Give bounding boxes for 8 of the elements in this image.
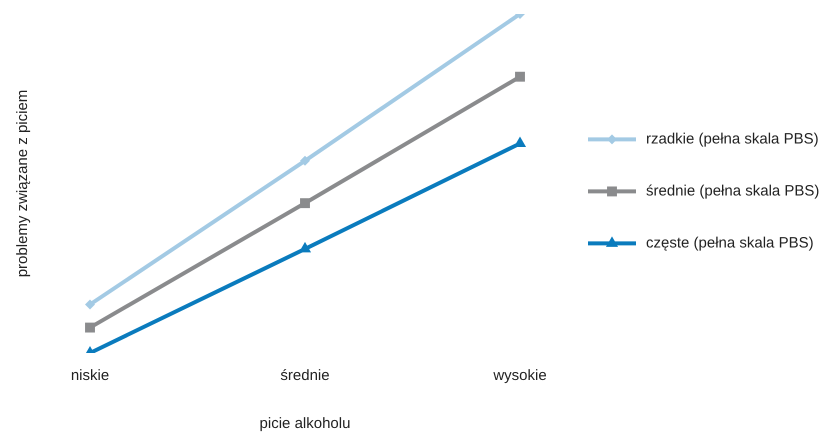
x-tick-label: niskie xyxy=(70,367,110,384)
x-tick-label: wysokie xyxy=(492,367,547,384)
x-axis-title: picie alkoholu xyxy=(260,415,350,432)
legend-label: rzadkie (pełna skala PBS) xyxy=(646,130,819,148)
y-axis-title: problemy związane z piciem xyxy=(14,90,32,278)
x-tick-label: średnie xyxy=(280,367,330,384)
legend-label: średnie (pełna skala PBS) xyxy=(646,182,820,200)
legend-label: częste (pełna skala PBS) xyxy=(646,234,814,252)
